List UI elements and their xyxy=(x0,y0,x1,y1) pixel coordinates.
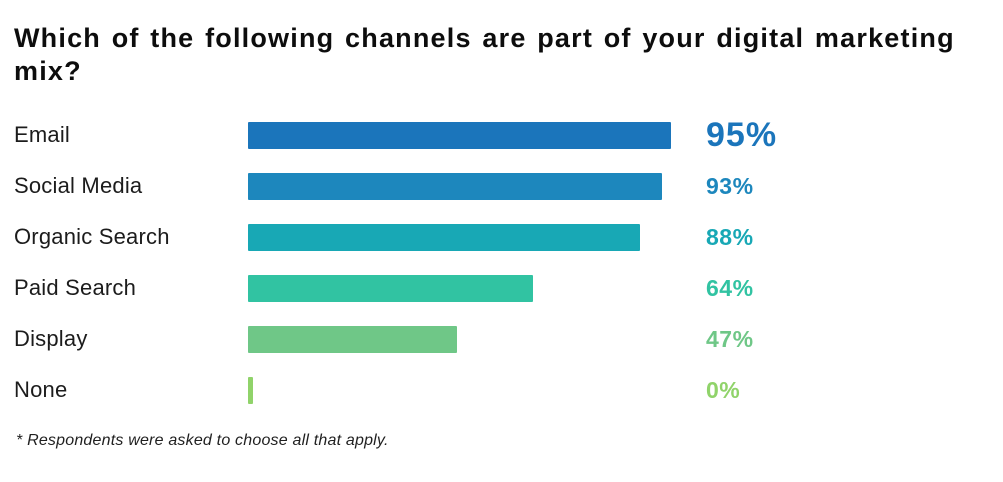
bar-row: Email 95% xyxy=(14,110,979,161)
category-label: None xyxy=(14,377,68,403)
bar-fill xyxy=(248,172,662,200)
category-label: Display xyxy=(14,326,88,352)
bar-row: Organic Search 88% xyxy=(14,212,979,263)
value-label: 93% xyxy=(706,172,754,199)
value-label: 0% xyxy=(706,376,741,403)
bar-row: Social Media 93% xyxy=(14,161,979,212)
bar-track xyxy=(248,172,693,200)
bar-fill xyxy=(248,376,253,404)
bar-row: Display 47% xyxy=(14,314,979,365)
category-label: Paid Search xyxy=(14,275,137,301)
bar-fill xyxy=(248,325,458,353)
bar-fill xyxy=(248,121,671,149)
bar-chart: Email 95% Social Media 93% Organic Search 88%… xyxy=(14,110,979,416)
bar-track xyxy=(248,223,693,251)
bar-row: None 0% xyxy=(14,365,979,416)
category-label: Social Media xyxy=(14,173,143,199)
value-label: 88% xyxy=(706,223,754,250)
value-label: 64% xyxy=(706,274,754,301)
value-label: 95% xyxy=(706,115,778,154)
category-label: Organic Search xyxy=(14,224,170,250)
chart-footnote: * Respondents were asked to choose all t… xyxy=(16,431,389,449)
category-label: Email xyxy=(14,122,71,148)
value-label: 47% xyxy=(706,325,754,352)
bar-fill xyxy=(248,274,533,302)
bar-track xyxy=(248,121,693,149)
chart-title: Which of the following channels are part… xyxy=(14,23,955,86)
bar-track xyxy=(248,274,693,302)
bar-fill xyxy=(248,223,640,251)
bar-track xyxy=(248,325,693,353)
bar-row: Paid Search 64% xyxy=(14,263,979,314)
bar-track xyxy=(248,376,693,404)
